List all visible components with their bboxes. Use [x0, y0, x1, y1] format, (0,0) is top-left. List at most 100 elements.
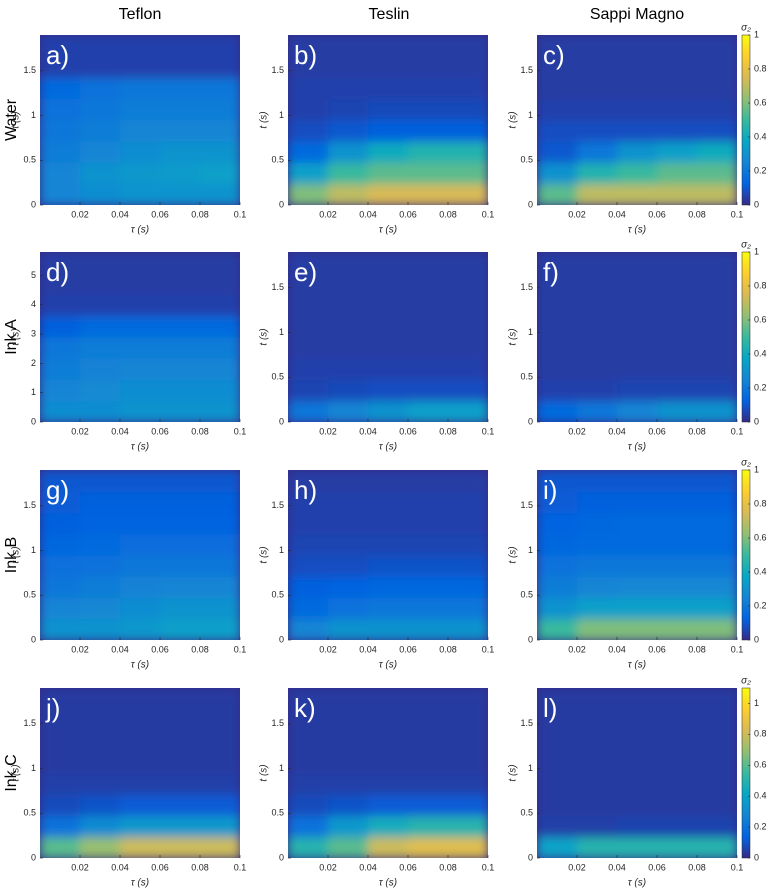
x-tick-label: 0.02 — [568, 209, 586, 219]
y-tick-label: 0.5 — [271, 808, 284, 818]
heatmap-cell — [577, 273, 618, 295]
x-tick-label: 0.1 — [234, 426, 247, 436]
x-tick-label: 0.02 — [568, 862, 586, 872]
heatmap-cell — [448, 815, 488, 838]
heatmap-cell — [368, 98, 409, 121]
heatmap-cell — [160, 815, 201, 838]
heatmap-cell — [657, 400, 698, 422]
heatmap-cell — [408, 491, 449, 513]
y-tick-label: 1 — [279, 763, 284, 773]
heatmap-cell — [368, 597, 409, 620]
heatmap-cell — [617, 294, 658, 317]
heatmap-cell — [408, 77, 449, 100]
heatmap-cell — [120, 358, 161, 380]
heatmap-cell — [120, 98, 161, 121]
heatmap-cell — [657, 35, 698, 57]
x-tick-label: 0.02 — [71, 862, 89, 872]
heatmap-cell — [120, 77, 161, 100]
colorbar-label: σ₂ — [741, 676, 751, 687]
x-tick-label: 0.06 — [399, 426, 417, 436]
heatmap-cell — [40, 294, 81, 317]
heatmap-cell — [697, 141, 737, 163]
heatmap-cell — [328, 836, 369, 858]
heatmap-cell — [577, 773, 618, 795]
heatmap-cell — [160, 358, 201, 380]
heatmap-cell — [408, 141, 449, 163]
heatmap-cell — [537, 77, 578, 100]
heatmap-cells — [40, 35, 240, 205]
heatmap-cell — [577, 120, 618, 142]
panel-label: k) — [294, 693, 316, 723]
y-tick-label: 1 — [31, 110, 36, 120]
heatmap-cell — [120, 470, 161, 492]
heatmap-cell — [200, 533, 240, 556]
heatmap-cell — [537, 35, 578, 57]
heatmap-cell — [368, 709, 409, 731]
heatmap-cell — [617, 315, 658, 338]
heatmap-cell — [40, 141, 81, 163]
heatmap-cells — [288, 35, 488, 205]
y-tick-label: 1 — [279, 110, 284, 120]
plot-area — [288, 688, 488, 858]
x-tick-label: 0.06 — [648, 426, 666, 436]
heatmap-cell — [697, 56, 737, 78]
heatmap-cell — [537, 141, 578, 163]
heatmap-cell — [368, 751, 409, 774]
heatmap-cell — [200, 688, 240, 710]
heatmap-cell — [657, 597, 698, 620]
heatmap-cell — [577, 533, 618, 556]
y-tick-label: 0 — [528, 199, 533, 209]
y-tick-label: 0 — [528, 852, 533, 862]
heatmap-cell — [40, 576, 81, 598]
x-tick-label: 0.08 — [688, 862, 706, 872]
heatmap-cell — [697, 379, 737, 402]
heatmap-cell — [368, 337, 409, 359]
heatmap-cell — [288, 491, 329, 513]
heatmap-cell — [408, 315, 449, 338]
heatmap-cell — [120, 379, 161, 402]
heatmap-cell — [40, 533, 81, 556]
heatmap-cell — [368, 470, 409, 492]
heatmap-cell — [368, 379, 409, 402]
x-axis-label: τ (s) — [628, 442, 646, 453]
heatmap-cell — [697, 120, 737, 142]
colorbar-tick-label: 1 — [754, 698, 759, 708]
colorbar-tick-label: 1 — [754, 246, 759, 256]
panel-label: b) — [294, 40, 317, 70]
heatmap-cell — [577, 709, 618, 731]
heatmap-cell — [288, 315, 329, 338]
heatmap-cell — [120, 836, 161, 858]
heatmap-cell — [80, 400, 121, 422]
column-header: Sappi Magno — [590, 6, 684, 23]
heatmap-cells — [288, 688, 488, 858]
heatmap-cell — [408, 337, 449, 359]
heatmap-cell — [288, 56, 329, 78]
heatmap-cell — [617, 400, 658, 422]
heatmap-cell — [40, 709, 81, 731]
heatmap-cell — [328, 555, 369, 577]
x-axis-label: τ (s) — [379, 225, 397, 236]
heatmap-cell — [200, 379, 240, 402]
heatmap-cell — [40, 252, 81, 274]
heatmap-cell — [160, 141, 201, 163]
heatmap-cell — [657, 794, 698, 816]
y-tick-label: 1.5 — [271, 282, 284, 292]
heatmap-cell — [40, 730, 81, 753]
plot-area — [288, 35, 488, 205]
heatmap-cell — [288, 773, 329, 795]
x-tick-label: 0.04 — [608, 644, 626, 654]
heatmap-cell — [40, 77, 81, 100]
heatmap-cell — [537, 294, 578, 317]
heatmap-cell — [577, 358, 618, 380]
heatmap-cell — [368, 141, 409, 163]
x-tick-label: 0.08 — [439, 644, 457, 654]
heatmap-cell — [288, 294, 329, 317]
heatmap-cells — [537, 252, 737, 422]
heatmap-cell — [657, 183, 698, 205]
heatmap-cell — [408, 555, 449, 577]
y-axis-label: t (s) — [11, 111, 22, 128]
heatmap-cell — [200, 555, 240, 577]
colorbar-tick-label: 0.8 — [754, 729, 767, 739]
y-tick-label: 3 — [31, 328, 36, 338]
colorbar-tick-label: 0 — [754, 852, 759, 862]
